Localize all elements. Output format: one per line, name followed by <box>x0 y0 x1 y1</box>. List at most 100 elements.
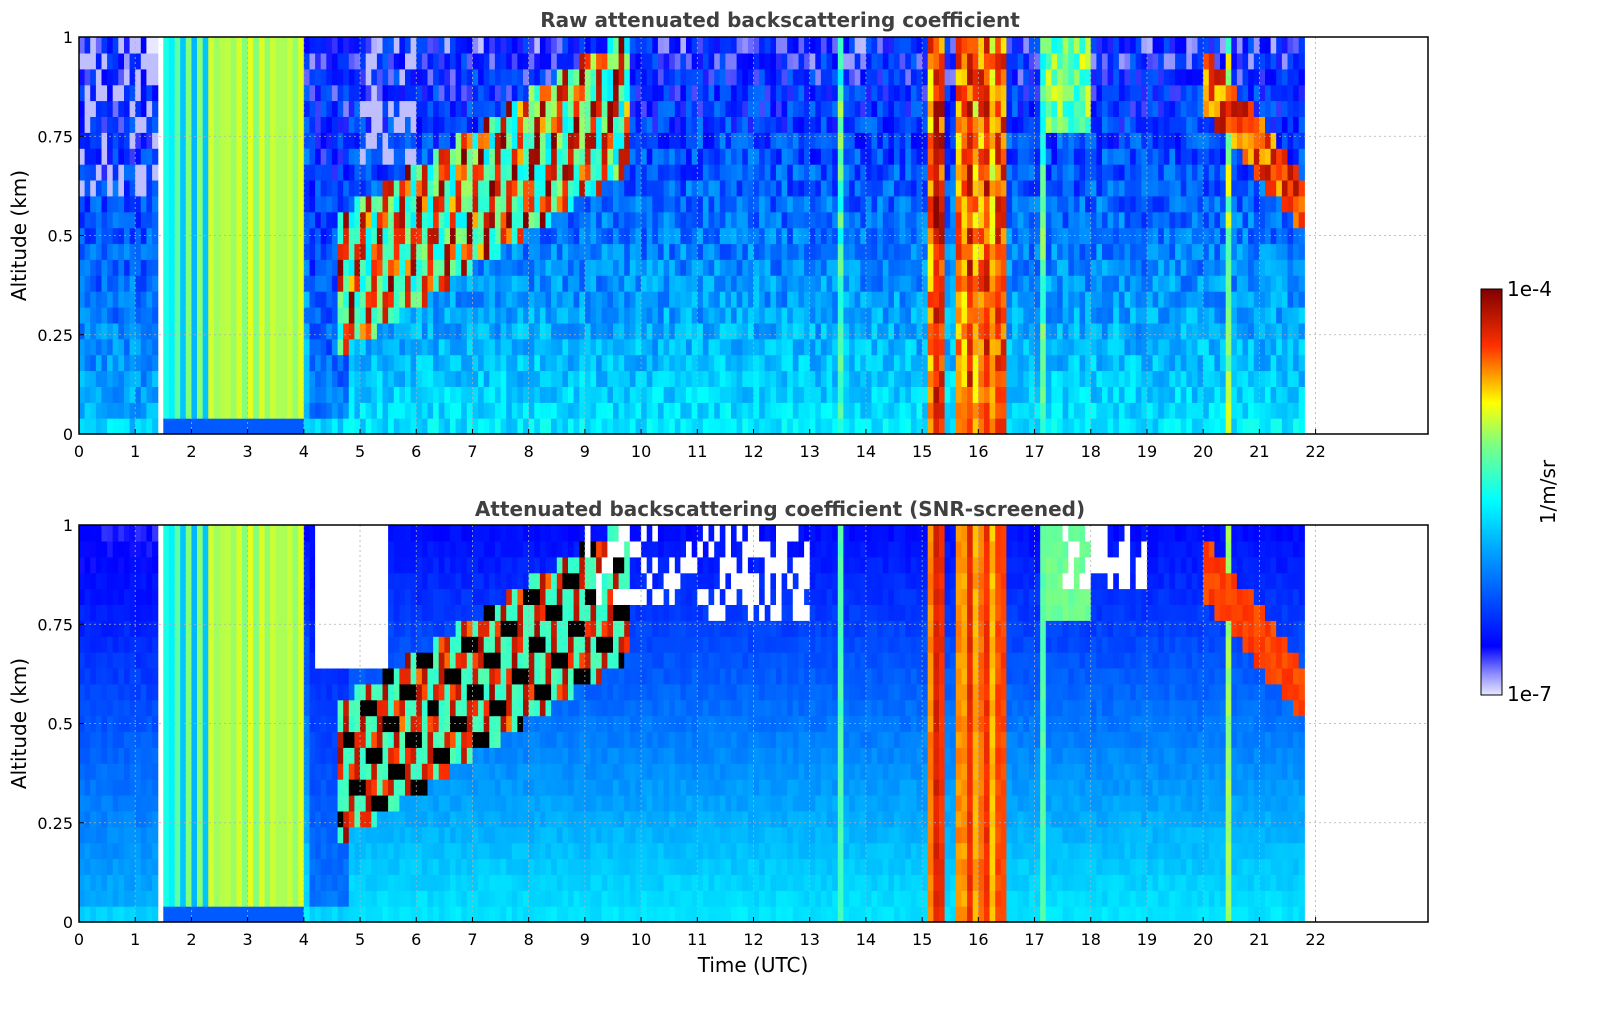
heatmap-cell <box>534 100 541 117</box>
heatmap-cell <box>112 291 119 308</box>
heatmap-cell <box>1118 211 1126 229</box>
heatmap-cell <box>787 116 794 133</box>
heatmap-cell <box>747 354 755 372</box>
heatmap-cell <box>343 291 350 308</box>
heatmap-cell <box>865 291 873 308</box>
heatmap-cell <box>506 68 513 86</box>
heatmap-cell <box>270 179 277 197</box>
heatmap-cell <box>208 307 215 324</box>
heatmap-cell <box>489 148 496 165</box>
heatmap-cell <box>399 52 406 70</box>
heatmap-cell <box>405 37 412 54</box>
heatmap-cell <box>399 100 406 117</box>
heatmap-cell <box>135 116 142 133</box>
heatmap-cell <box>376 386 384 403</box>
heatmap-cell <box>556 116 563 133</box>
heatmap-cell <box>275 100 282 117</box>
heatmap-cell <box>646 148 653 165</box>
heatmap-cell <box>523 291 530 308</box>
heatmap-cell <box>747 370 755 387</box>
heatmap-cell <box>1045 195 1052 213</box>
heatmap-cell <box>697 370 704 387</box>
heatmap-cell <box>714 148 721 165</box>
heatmap-cell <box>146 211 153 229</box>
heatmap-cell <box>764 354 771 372</box>
heatmap-cell <box>1130 227 1137 245</box>
heatmap-cell <box>1079 275 1086 292</box>
heatmap-cell <box>641 243 648 260</box>
heatmap-cell <box>371 195 378 213</box>
heatmap-cell <box>399 132 406 149</box>
heatmap-cell <box>309 52 316 70</box>
heatmap-cell <box>747 338 755 356</box>
heatmap-cell <box>343 386 350 403</box>
heatmap-cell <box>1169 354 1176 372</box>
heatmap-cell <box>1028 259 1036 276</box>
heatmap-cell <box>444 37 451 54</box>
heatmap-cell <box>287 52 294 70</box>
heatmap-cell <box>152 100 159 117</box>
heatmap-cell <box>832 386 839 403</box>
heatmap-cell <box>1169 52 1176 70</box>
heatmap-cell <box>579 179 586 197</box>
heatmap-cell <box>1186 275 1193 292</box>
heatmap-cell <box>1017 179 1024 197</box>
heatmap-cell <box>483 322 490 340</box>
heatmap-cell <box>967 243 974 260</box>
heatmap-cell <box>450 386 457 403</box>
heatmap-cell <box>978 211 985 229</box>
heatmap-cell <box>354 243 361 260</box>
heatmap-cell <box>747 211 755 229</box>
heatmap-cell <box>1135 322 1142 340</box>
heatmap-cell <box>910 322 918 340</box>
heatmap-cell <box>427 322 434 340</box>
heatmap-cell <box>955 37 962 54</box>
heatmap-cell <box>1191 37 1199 54</box>
heatmap-cell <box>1040 370 1047 387</box>
heatmap-cell <box>843 37 850 54</box>
heatmap-cell <box>933 116 940 133</box>
heatmap-cell <box>922 148 929 165</box>
heatmap-cell <box>1203 354 1210 372</box>
heatmap-cell <box>517 291 524 308</box>
heatmap-cell <box>686 370 693 387</box>
heatmap-cell <box>798 259 805 276</box>
heatmap-cell <box>1186 195 1193 213</box>
heatmap-cell <box>742 37 749 54</box>
heatmap-cell <box>90 37 97 54</box>
heatmap-cell <box>421 402 429 419</box>
heatmap-cell <box>118 307 125 324</box>
heatmap-cell <box>298 354 305 372</box>
heatmap-cell <box>225 370 232 387</box>
heatmap-cell <box>90 132 97 149</box>
heatmap-cell <box>731 386 738 403</box>
heatmap-cell <box>770 195 777 213</box>
heatmap-cell <box>719 259 726 276</box>
heatmap-cell <box>1006 354 1013 372</box>
heatmap-cell <box>888 418 895 435</box>
heatmap-cell <box>731 132 738 149</box>
heatmap-cell <box>843 84 850 102</box>
heatmap-cell <box>1090 68 1097 86</box>
heatmap-cell <box>1023 68 1030 86</box>
heatmap-cell <box>657 37 665 54</box>
heatmap-cell <box>371 402 378 419</box>
heatmap-cell <box>826 243 833 260</box>
heatmap-cell <box>517 37 524 54</box>
heatmap-cell <box>1006 243 1013 260</box>
heatmap-cell <box>1000 68 1007 86</box>
heatmap-cell <box>146 243 153 260</box>
heatmap-cell <box>922 243 929 260</box>
heatmap-cell <box>225 211 232 229</box>
heatmap-cell <box>326 307 333 324</box>
heatmap-cell <box>950 195 957 213</box>
heatmap-cell <box>776 354 783 372</box>
heatmap-cell <box>135 84 142 102</box>
heatmap-cell <box>354 164 361 181</box>
heatmap-cell <box>955 84 962 102</box>
heatmap-cell <box>860 148 867 165</box>
heatmap-cell <box>427 132 434 149</box>
heatmap-cell <box>461 116 468 133</box>
heatmap-cell <box>180 37 187 54</box>
heatmap-cell <box>568 402 575 419</box>
